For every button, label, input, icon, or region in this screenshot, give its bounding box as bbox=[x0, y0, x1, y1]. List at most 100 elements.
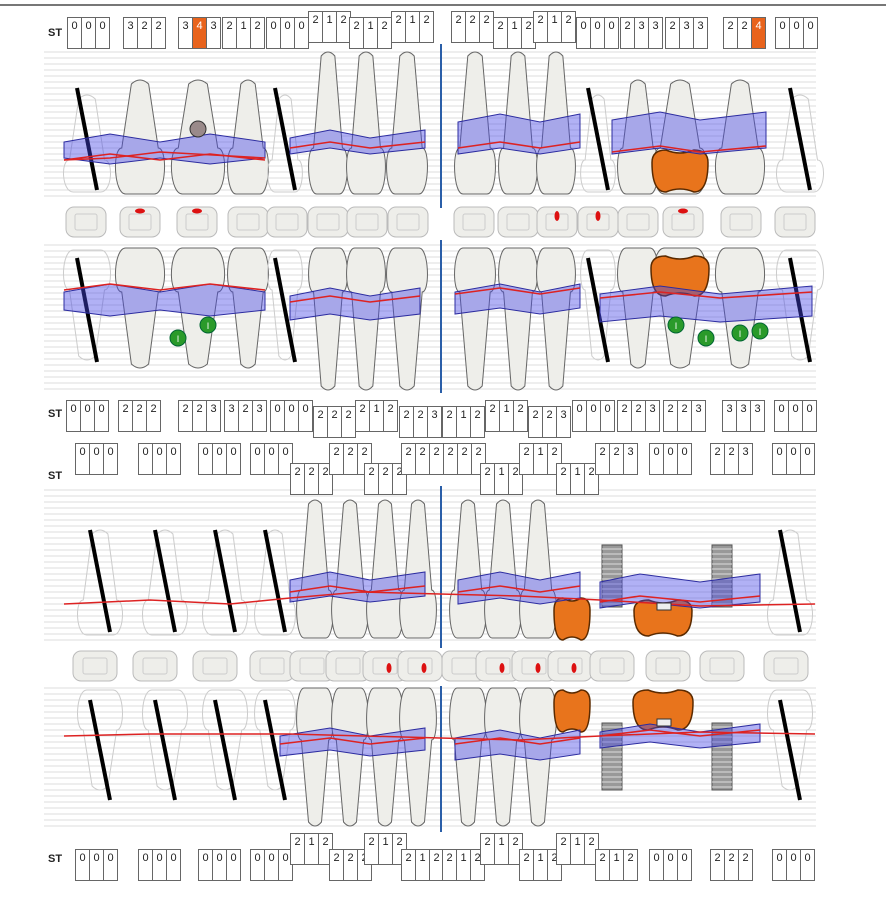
probing-value[interactable]: 2 bbox=[416, 444, 430, 474]
probing-value[interactable]: 2 bbox=[340, 14, 347, 26]
probing-value[interactable]: 2 bbox=[365, 464, 379, 494]
probing-value[interactable]: 2 bbox=[543, 407, 557, 437]
probing-value[interactable]: 2 bbox=[133, 401, 147, 431]
probing-value[interactable]: 2 bbox=[632, 401, 646, 431]
probing-value[interactable]: 0 bbox=[199, 444, 213, 474]
probing-value[interactable]: 2 bbox=[254, 20, 261, 32]
probing-value[interactable]: 2 bbox=[596, 444, 610, 474]
probing-value[interactable]: 0 bbox=[282, 446, 289, 458]
probing-value[interactable]: 0 bbox=[604, 403, 611, 415]
probing-value[interactable]: 2 bbox=[725, 444, 739, 474]
probing-value[interactable]: 2 bbox=[291, 834, 305, 864]
probing-value[interactable]: 3 bbox=[695, 403, 702, 415]
probing-value[interactable]: 2 bbox=[534, 12, 548, 42]
probing-value[interactable]: 2 bbox=[738, 18, 752, 48]
probing-value[interactable]: 3 bbox=[210, 403, 217, 415]
probing-value[interactable]: 2 bbox=[494, 18, 508, 48]
probing-value[interactable]: 0 bbox=[650, 444, 664, 474]
probing-value[interactable]: 0 bbox=[139, 444, 153, 474]
probing-value[interactable]: 2 bbox=[423, 14, 430, 26]
probing-value[interactable]: 2 bbox=[711, 444, 725, 474]
probing-value[interactable]: 0 bbox=[170, 852, 177, 864]
probing-value[interactable]: 2 bbox=[309, 12, 323, 42]
probing-value[interactable]: 0 bbox=[804, 446, 811, 458]
probing-value[interactable]: 0 bbox=[213, 850, 227, 880]
probing-value[interactable]: 1 bbox=[379, 834, 393, 864]
probing-value[interactable]: 2 bbox=[627, 852, 634, 864]
probing-value[interactable]: 0 bbox=[285, 401, 299, 431]
probing-value[interactable]: 2 bbox=[291, 464, 305, 494]
probing-value[interactable]: 0 bbox=[90, 444, 104, 474]
probing-value[interactable]: 0 bbox=[82, 18, 96, 48]
probing-value[interactable]: 0 bbox=[271, 401, 285, 431]
probing-value[interactable]: 2 bbox=[512, 466, 519, 478]
probing-value[interactable]: 0 bbox=[267, 18, 281, 48]
probing-value[interactable]: 2 bbox=[344, 444, 358, 474]
probing-value[interactable]: 2 bbox=[361, 446, 368, 458]
probing-value[interactable]: 2 bbox=[345, 409, 352, 421]
probing-value[interactable]: 2 bbox=[396, 836, 403, 848]
probing-value[interactable]: 1 bbox=[534, 850, 548, 880]
probing-value[interactable]: 0 bbox=[265, 850, 279, 880]
probing-value[interactable]: 2 bbox=[379, 464, 393, 494]
probing-value[interactable]: 0 bbox=[664, 444, 678, 474]
probing-value[interactable]: 2 bbox=[557, 834, 571, 864]
probing-value[interactable]: 2 bbox=[588, 466, 595, 478]
probing-value[interactable]: 2 bbox=[443, 407, 457, 437]
probing-value[interactable]: 2 bbox=[322, 466, 329, 478]
probing-value[interactable]: 3 bbox=[627, 446, 634, 458]
probing-value[interactable]: 2 bbox=[155, 20, 162, 32]
probing-value[interactable]: 1 bbox=[416, 850, 430, 880]
probing-value[interactable]: 0 bbox=[98, 403, 105, 415]
probing-value[interactable]: 0 bbox=[681, 852, 688, 864]
probing-value[interactable]: 0 bbox=[591, 18, 605, 48]
probing-value[interactable]: 1 bbox=[495, 834, 509, 864]
probing-value[interactable]: 1 bbox=[370, 401, 384, 431]
probing-value[interactable]: 0 bbox=[790, 18, 804, 48]
probing-value[interactable]: 2 bbox=[314, 407, 328, 437]
probing-value[interactable]: 2 bbox=[239, 401, 253, 431]
probing-value[interactable]: 2 bbox=[400, 407, 414, 437]
probing-value[interactable]: 3 bbox=[649, 403, 656, 415]
probing-value[interactable]: 1 bbox=[495, 464, 509, 494]
probing-value[interactable]: 3 bbox=[635, 18, 649, 48]
probing-value[interactable]: 2 bbox=[520, 850, 534, 880]
probing-value[interactable]: 2 bbox=[529, 407, 543, 437]
probing-value[interactable]: 2 bbox=[565, 14, 572, 26]
probing-value[interactable]: 2 bbox=[305, 464, 319, 494]
probing-value[interactable]: 0 bbox=[230, 852, 237, 864]
probing-value[interactable]: 3 bbox=[652, 20, 659, 32]
probing-value[interactable]: 2 bbox=[433, 446, 440, 458]
probing-value[interactable]: 1 bbox=[548, 12, 562, 42]
probing-value[interactable]: 2 bbox=[678, 401, 692, 431]
probing-value[interactable]: 0 bbox=[199, 850, 213, 880]
probing-value[interactable]: 2 bbox=[350, 18, 364, 48]
probing-value[interactable]: 2 bbox=[458, 444, 472, 474]
probing-value[interactable]: 0 bbox=[139, 850, 153, 880]
probing-value[interactable]: 2 bbox=[474, 852, 481, 864]
probing-value[interactable]: 2 bbox=[711, 850, 725, 880]
